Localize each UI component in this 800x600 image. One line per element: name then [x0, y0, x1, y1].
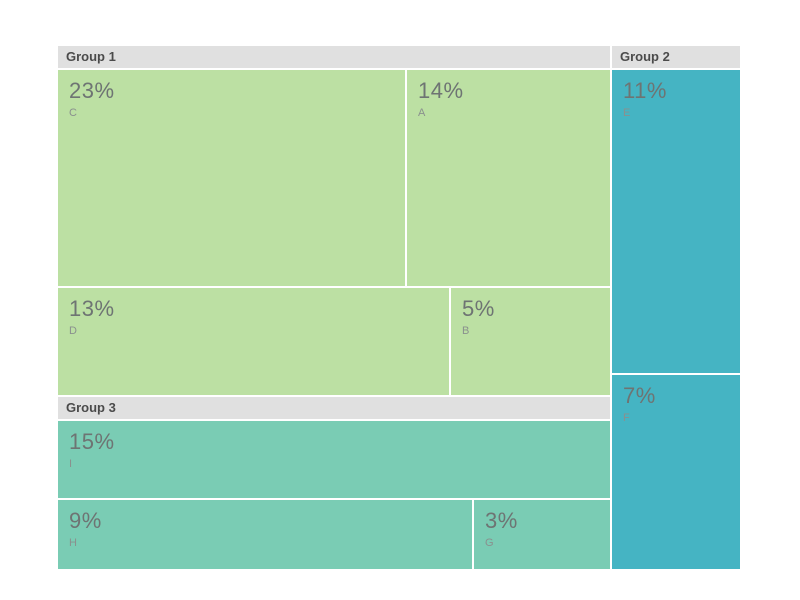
cell-e-value: 11%: [623, 78, 667, 103]
cell-d-label: D: [69, 325, 78, 337]
cell-d-value: 13%: [69, 296, 115, 321]
cell-i-label: I: [69, 458, 73, 470]
treemap-cell-a[interactable]: 14% A: [407, 70, 610, 286]
treemap-cell-i[interactable]: 15% I: [58, 421, 610, 498]
treemap-cell-h[interactable]: 9% H: [58, 500, 472, 569]
cell-c-value: 23%: [69, 78, 115, 103]
cell-c-label: C: [69, 107, 78, 119]
cell-f-value: 7%: [623, 383, 656, 408]
group-1-header: Group 1: [58, 46, 610, 68]
cell-h-label: H: [69, 537, 78, 549]
cell-b-label: B: [462, 325, 470, 337]
cell-h-value: 9%: [69, 508, 102, 533]
cell-a-label: A: [418, 107, 426, 119]
cell-g-value: 3%: [485, 508, 518, 533]
treemap-cell-c[interactable]: 23% C: [58, 70, 405, 286]
cell-b-value: 5%: [462, 296, 495, 321]
group-3-header: Group 3: [58, 397, 610, 419]
cell-e-label: E: [623, 107, 631, 119]
treemap-cell-g[interactable]: 3% G: [474, 500, 610, 569]
cell-g-label: G: [485, 537, 495, 549]
treemap-cell-e[interactable]: 11% E: [612, 70, 740, 373]
group-2-header: Group 2: [612, 46, 740, 68]
treemap-cell-d[interactable]: 13% D: [58, 288, 449, 395]
cell-a-value: 14%: [418, 78, 464, 103]
cell-f-label: F: [623, 412, 631, 424]
treemap-cell-b[interactable]: 5% B: [451, 288, 610, 395]
cell-i-value: 15%: [69, 429, 115, 454]
treemap-cell-f[interactable]: 7% F: [612, 375, 740, 569]
